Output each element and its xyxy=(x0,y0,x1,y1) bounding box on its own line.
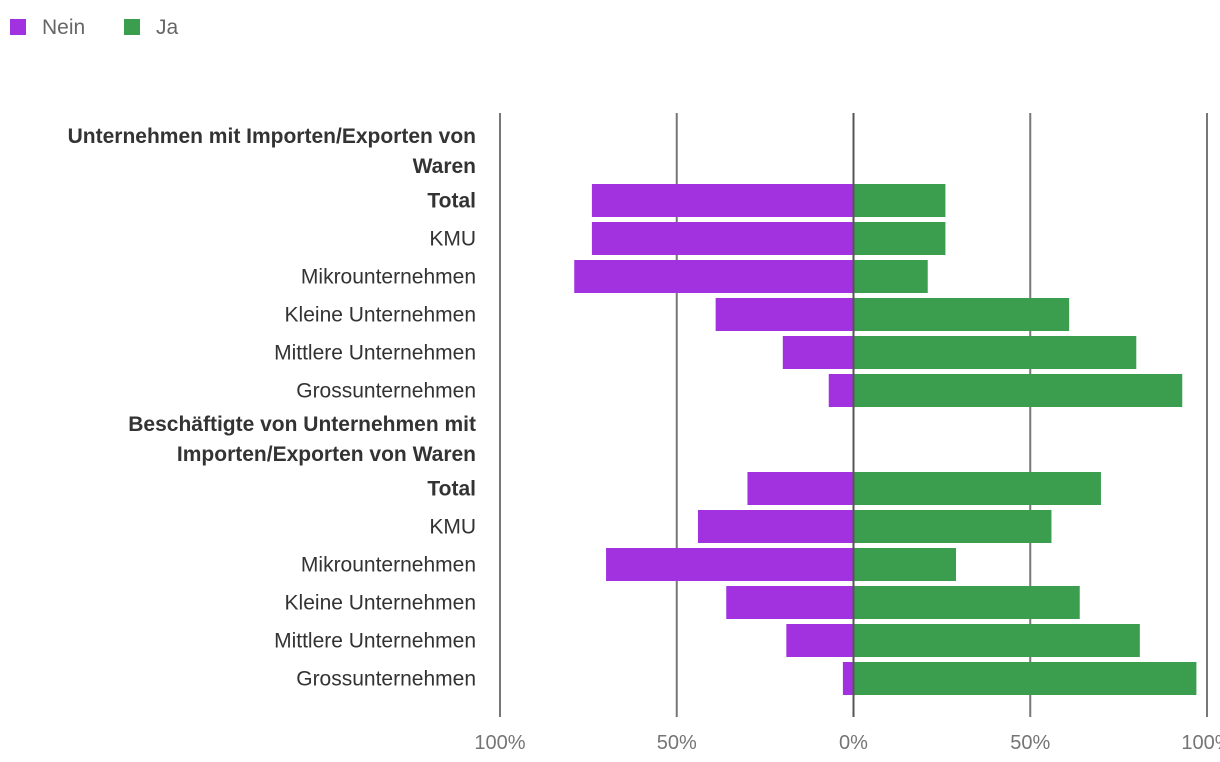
category-label-1-2: Mikrounternehmen xyxy=(301,554,476,577)
group-title-1-line-1: Importen/Exporten von Waren xyxy=(177,443,476,466)
category-label-1-4: Mittlere Unternehmen xyxy=(274,630,476,653)
bar-nein-0-4 xyxy=(782,336,854,369)
category-label-0-5: Grossunternehmen xyxy=(296,380,476,403)
category-label-0-4: Mittlere Unternehmen xyxy=(274,342,476,365)
bar-nein-1-0 xyxy=(747,472,854,505)
bar-ja-0-1 xyxy=(853,222,946,255)
category-label-1-1: KMU xyxy=(429,516,476,539)
bar-ja-1-2 xyxy=(853,548,957,581)
bar-nein-1-1 xyxy=(697,510,854,543)
category-label-0-0: Total xyxy=(427,190,476,213)
bar-ja-1-0 xyxy=(853,472,1101,505)
category-label-0-3: Kleine Unternehmen xyxy=(285,304,476,327)
x-axis: 100% 50% 0% 50% 100% xyxy=(474,732,1220,754)
bar-ja-0-2 xyxy=(853,260,928,293)
bar-nein-0-2 xyxy=(574,260,854,293)
category-label-0-1: KMU xyxy=(429,228,476,251)
bar-ja-0-4 xyxy=(853,336,1137,369)
bar-ja-0-3 xyxy=(853,298,1070,331)
legend-label-nein: Nein xyxy=(42,16,85,39)
bar-ja-1-4 xyxy=(853,624,1140,657)
category-label-0-2: Mikrounternehmen xyxy=(301,266,476,289)
bar-nein-0-5 xyxy=(828,374,854,407)
x-tick-label-3: 50% xyxy=(1010,732,1050,754)
bar-nein-1-4 xyxy=(786,624,854,657)
bar-ja-1-3 xyxy=(853,586,1080,619)
bar-nein-0-1 xyxy=(591,222,854,255)
group-title-0-line-0: Unternehmen mit Importen/Exporten von xyxy=(68,125,476,148)
x-tick-label-1: 50% xyxy=(657,732,697,754)
bars xyxy=(574,113,1197,717)
x-tick-label-4: 100% xyxy=(1181,732,1220,754)
category-label-1-5: Grossunternehmen xyxy=(296,668,476,691)
bar-nein-1-5 xyxy=(842,662,854,695)
bar-ja-1-5 xyxy=(853,662,1197,695)
bar-ja-1-1 xyxy=(853,510,1052,543)
bar-nein-0-3 xyxy=(715,298,854,331)
legend: Nein Ja xyxy=(10,16,179,39)
group-title-0-line-1: Waren xyxy=(413,155,476,178)
bar-nein-1-3 xyxy=(726,586,854,619)
bar-ja-0-0 xyxy=(853,184,946,217)
bar-ja-0-5 xyxy=(853,374,1183,407)
bar-nein-1-2 xyxy=(606,548,854,581)
x-tick-label-0: 100% xyxy=(474,732,525,754)
legend-swatch-ja xyxy=(124,19,140,35)
legend-swatch-nein xyxy=(10,19,26,35)
group-title-1-line-0: Beschäftigte von Unternehmen mit xyxy=(128,413,476,436)
category-label-1-3: Kleine Unternehmen xyxy=(285,592,476,615)
category-label-1-0: Total xyxy=(427,478,476,501)
bar-nein-0-0 xyxy=(591,184,854,217)
x-tick-label-2: 0% xyxy=(839,732,868,754)
category-labels: Unternehmen mit Importen/Exporten von War… xyxy=(68,125,476,691)
legend-label-ja: Ja xyxy=(156,16,179,39)
